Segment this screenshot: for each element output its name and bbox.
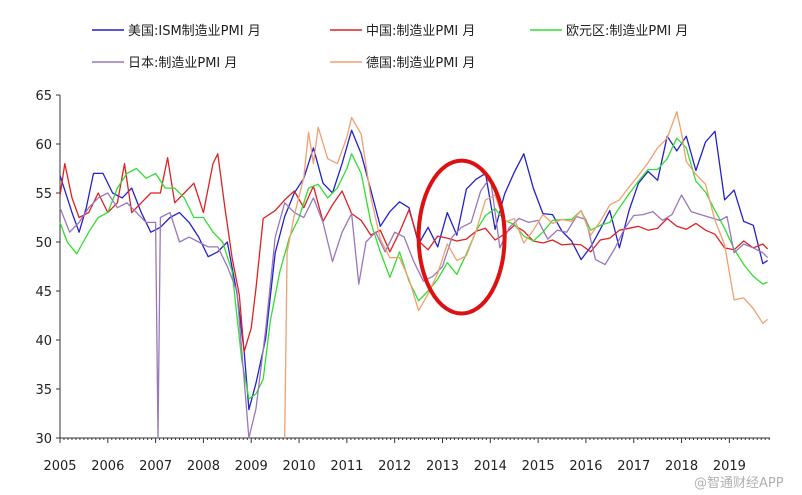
x-tick-label: 2006 [91,459,124,474]
legend-label-0: 美国:ISM制造业PMI 月 [128,24,261,39]
highlight-ellipse [416,158,507,316]
legend-label-2: 欧元区:制造业PMI 月 [566,24,688,39]
y-tick-label: 35 [35,383,52,398]
x-tick-label: 2010 [283,459,316,474]
x-tick-label: 2012 [378,459,411,474]
x-tick-label: 2005 [43,459,76,474]
chart-axes: 30 35 40 45 50 55 60 65 2005 2006 2007 2008 2009 2010… [35,89,770,474]
series-line-4 [284,111,769,439]
x-tick-label: 2015 [522,459,555,474]
chart-series [59,111,769,439]
series-line-3 [59,176,769,439]
legend-label-4: 德国:制造业PMI 月 [366,56,475,71]
series-line-2 [59,137,768,400]
series-line-1 [59,153,769,353]
legend-label-1: 中国:制造业PMI 月 [366,24,475,39]
x-tick-label: 2018 [665,459,698,474]
x-tick-label: 2019 [713,459,746,474]
x-tick-label: 2013 [426,459,459,474]
y-tick-label: 65 [35,89,52,104]
x-tick-label: 2011 [330,459,363,474]
x-tick-label: 2009 [235,459,268,474]
x-tick-label: 2008 [187,459,220,474]
series-line-0 [59,129,768,411]
y-tick-label: 60 [35,138,52,153]
legend-label-3: 日本:制造业PMI 月 [128,56,237,71]
y-tick-label: 40 [35,334,52,349]
y-tick-label: 30 [35,432,52,447]
x-tick-label: 2017 [617,459,650,474]
chart-legend: 美国:ISM制造业PMI 月 中国:制造业PMI 月 欧元区:制造业PMI 月日本:… [92,24,688,71]
y-tick-label: 50 [35,236,52,251]
y-tick-label: 45 [35,285,52,300]
y-tick-label: 55 [35,187,52,202]
x-tick-label: 2014 [474,459,507,474]
x-tick-label: 2016 [569,459,602,474]
chart-annotations [416,158,507,316]
x-tick-label: 2007 [139,459,172,474]
watermark-text: @智通财经APP [694,476,784,491]
